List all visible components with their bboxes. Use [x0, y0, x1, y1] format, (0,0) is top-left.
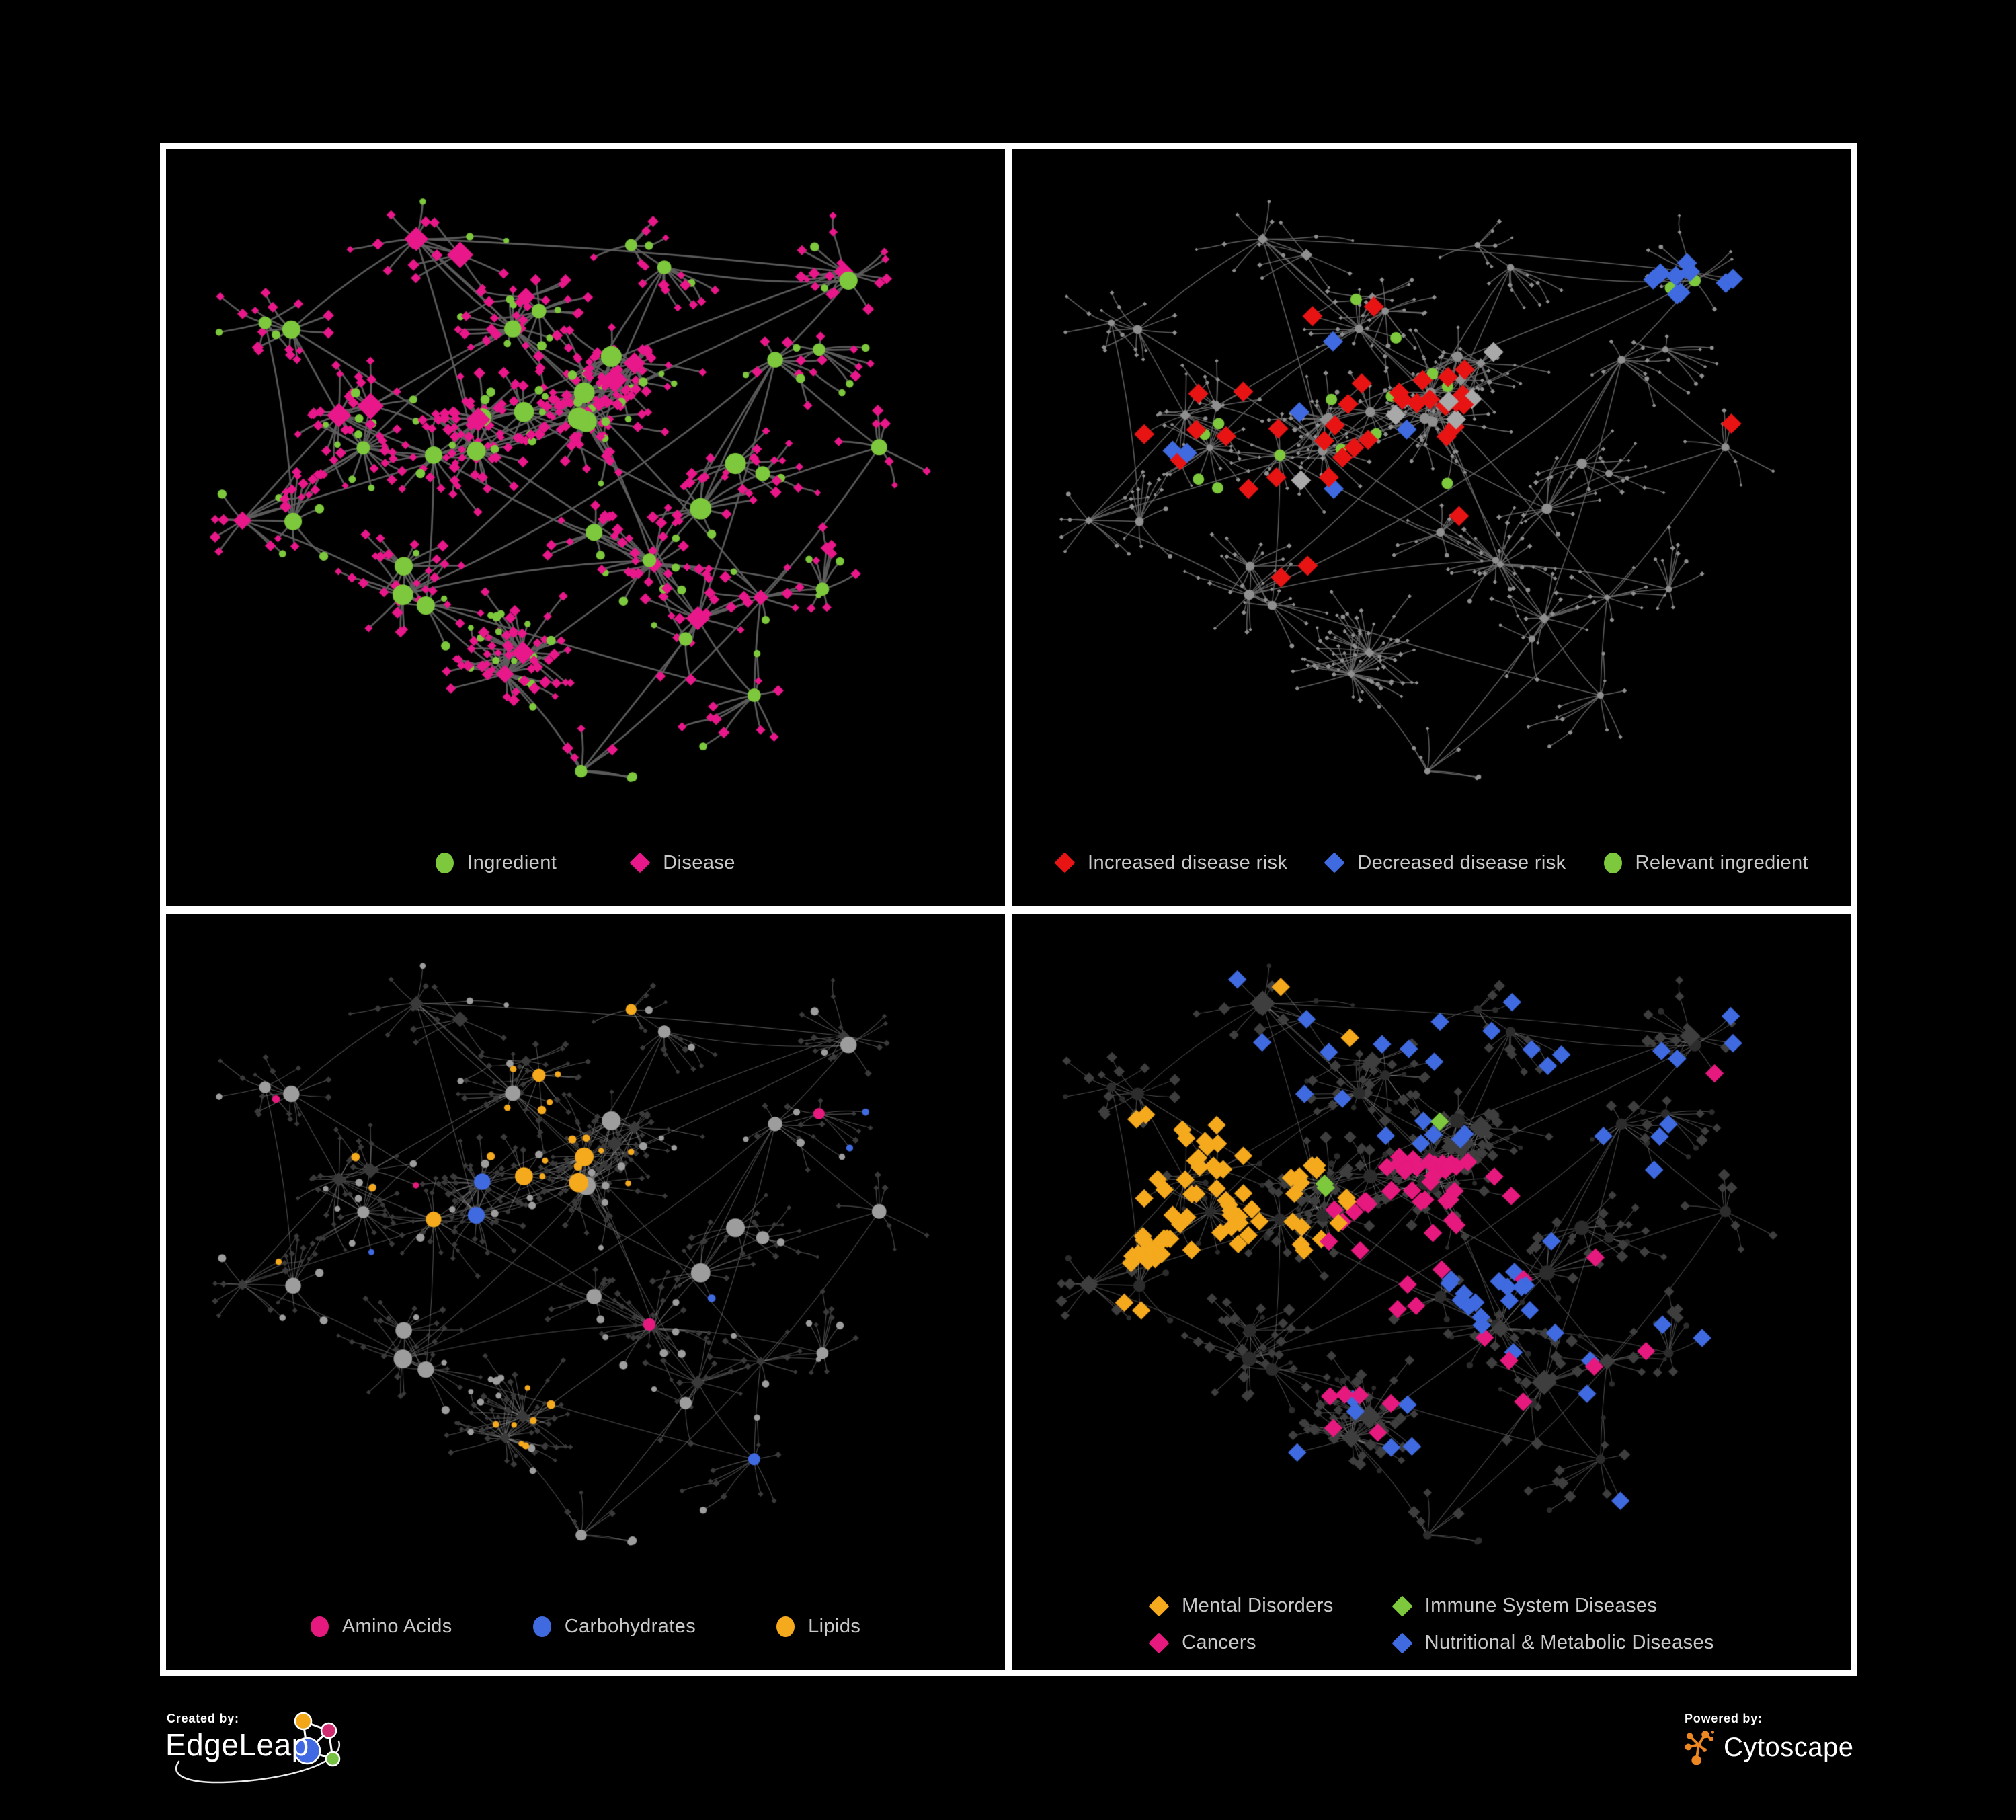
powered-by-label: Powered by:	[1685, 1712, 1763, 1725]
disease-categories-network-graph	[1012, 913, 1851, 1670]
legend-item-nutritional-metabolic-diseases: Nutritional & Metabolic Diseases	[1392, 1632, 1714, 1654]
created-by-label: Created by:	[167, 1712, 239, 1725]
diamond-marker-icon	[1392, 1632, 1413, 1654]
legend-item-mental-disorders: Mental Disorders	[1148, 1595, 1334, 1617]
legend-label: Cancers	[1182, 1632, 1256, 1653]
legend-label: Lipids	[808, 1616, 861, 1637]
ingredient-disease-legend: Ingredient Disease	[166, 852, 1005, 874]
legend-label: Increased disease risk	[1087, 851, 1288, 873]
diamond-marker-icon	[629, 852, 651, 873]
legend-label: Nutritional & Metabolic Diseases	[1424, 1632, 1714, 1653]
legend-label: Immune System Diseases	[1424, 1595, 1658, 1616]
legend-item-carbohydrates: Carbohydrates	[532, 1616, 696, 1638]
legend-label: Mental Disorders	[1182, 1595, 1334, 1616]
nutrient-classes-legend: Amino Acids Carbohydrates Lipids	[166, 1616, 1005, 1638]
diamond-marker-icon	[1148, 1595, 1170, 1617]
disease-risk-network-graph	[1012, 149, 1851, 906]
edgeleap-node-orange	[294, 1712, 313, 1731]
powered-by-block: Powered by:	[1685, 1712, 1967, 1792]
edgeleap-node-blue	[293, 1737, 321, 1765]
created-by-block: Created by: EdgeLeap	[165, 1712, 380, 1806]
panel-disease-categories: Mental Disorders Immune System Diseases Ca…	[1012, 913, 1851, 1670]
ingredient-disease-network-graph	[166, 149, 1005, 906]
diamond-marker-icon	[1148, 1632, 1170, 1654]
panel-ingredient-disease: Ingredient Disease	[166, 149, 1005, 906]
diamond-marker-icon	[1324, 852, 1345, 873]
edgeleap-wordmark: EdgeLeap	[165, 1727, 309, 1762]
edgeleap-logo-icon	[175, 1712, 341, 1784]
legend-label: Disease	[663, 851, 735, 873]
legend-item-increased-disease-risk: Increased disease risk	[1054, 851, 1288, 874]
panel-nutrient-classes: Amino Acids Carbohydrates Lipids	[166, 913, 1005, 1670]
circle-marker-icon	[776, 1616, 795, 1637]
cytoscape-wordmark: Cytoscape	[1724, 1732, 1854, 1762]
panel-disease-risk: Increased disease risk Decreased disease …	[1012, 149, 1851, 906]
legend-label: Amino Acids	[341, 1616, 452, 1637]
legend-item-disease: Disease	[629, 851, 735, 874]
panel-grid: Ingredient Disease Increased disease risk…	[160, 143, 1857, 1676]
legend-item-relevant-ingredient: Relevant ingredient	[1603, 851, 1809, 874]
nutrient-classes-network-graph	[166, 913, 1005, 1670]
legend-item-cancers: Cancers	[1148, 1632, 1334, 1654]
legend-item-amino-acids: Amino Acids	[310, 1616, 452, 1638]
circle-marker-icon	[1603, 852, 1622, 873]
cytoscape-logo-icon	[1685, 1731, 1714, 1765]
legend-item-ingredient: Ingredient	[436, 852, 557, 874]
circle-marker-icon	[436, 852, 454, 873]
legend-label: Decreased disease risk	[1357, 851, 1566, 873]
edgeleap-node-green	[325, 1751, 341, 1767]
legend-label: Ingredient	[467, 851, 557, 873]
legend-item-immune-system-diseases: Immune System Diseases	[1392, 1595, 1714, 1617]
disease-categories-legend: Mental Disorders Immune System Diseases Ca…	[1012, 1595, 1851, 1654]
legend-item-lipids: Lipids	[776, 1616, 860, 1638]
disease-risk-legend: Increased disease risk Decreased disease …	[1012, 852, 1851, 874]
diamond-marker-icon	[1054, 852, 1076, 873]
legend-label: Carbohydrates	[564, 1616, 696, 1637]
diamond-marker-icon	[1392, 1595, 1413, 1617]
edgeleap-node-pink	[320, 1722, 337, 1739]
legend-item-decreased-disease-risk: Decreased disease risk	[1324, 851, 1566, 874]
circle-marker-icon	[310, 1616, 329, 1637]
legend-label: Relevant ingredient	[1635, 851, 1809, 873]
circle-marker-icon	[532, 1616, 551, 1637]
